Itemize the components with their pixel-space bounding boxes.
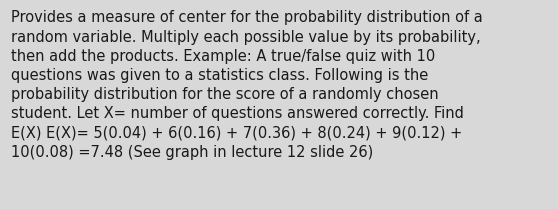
Text: Provides a measure of center for the probability distribution of a
random variab: Provides a measure of center for the pro…: [11, 10, 483, 160]
